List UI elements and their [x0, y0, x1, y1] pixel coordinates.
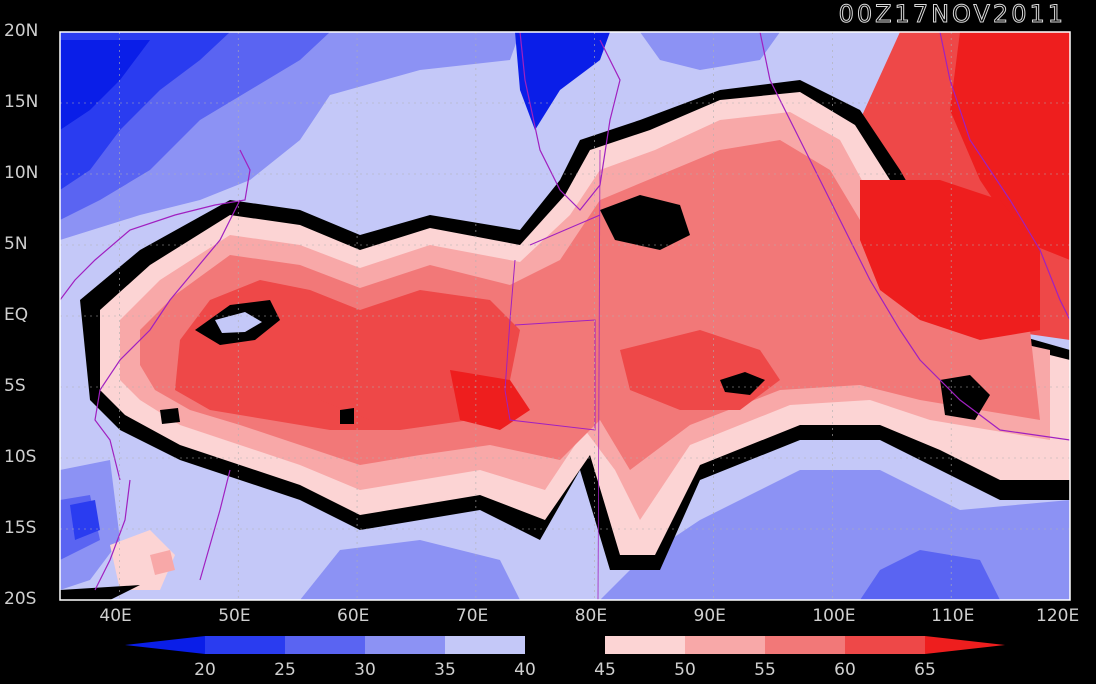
lat-label: 20N — [4, 21, 39, 41]
colorbar-swatch — [445, 636, 525, 654]
lat-label: 15S — [4, 518, 37, 538]
lon-label: 60E — [337, 606, 370, 626]
contour-fill-layer — [60, 32, 1070, 600]
lat-label: 10N — [4, 163, 39, 183]
colorbar-swatch — [285, 636, 365, 654]
lon-label: 80E — [574, 606, 608, 626]
timestamp-title: 00Z17NOV2011 — [838, 0, 1066, 29]
colorbar-swatch — [685, 636, 765, 654]
colorbar-tick-label: 45 — [594, 660, 616, 680]
lon-label: 40E — [99, 606, 132, 626]
colorbar-swatch — [365, 636, 445, 654]
lat-label: 20S — [4, 589, 37, 609]
lon-label: 70E — [455, 606, 489, 626]
colorbar-tick-label: 35 — [434, 660, 456, 680]
colorbar-high-arrow — [925, 636, 1005, 654]
lon-label: 90E — [693, 606, 726, 626]
colorbar-tick-label: 40 — [514, 660, 536, 680]
lat-label: 10S — [4, 447, 37, 467]
lat-label: 5S — [4, 376, 26, 396]
map-frame — [59, 31, 1071, 601]
lat-label: EQ — [4, 305, 29, 325]
colorbar-tick-label: 20 — [194, 660, 216, 680]
grid-lines — [60, 32, 1070, 600]
lat-label: 15N — [4, 92, 39, 112]
colorbar-swatch — [205, 636, 285, 654]
lon-label: 100E — [812, 606, 856, 626]
colorbar-swatch — [605, 636, 685, 654]
colorbar-tick-label: 65 — [914, 660, 936, 680]
colorbar-swatch — [525, 636, 605, 654]
lat-label: 5N — [4, 234, 28, 254]
colorbar-swatch — [765, 636, 845, 654]
colorbar-tick-label: 55 — [754, 660, 776, 680]
colorbar-low-arrow — [125, 636, 205, 654]
lon-label: 50E — [218, 606, 251, 626]
colorbar-swatch — [845, 636, 925, 654]
colorbar-tick-label: 60 — [834, 660, 856, 680]
lon-label: 110E — [931, 606, 975, 626]
lon-label: 120E — [1036, 606, 1080, 626]
colorbar: 20 25 30 35 40 45 50 55 60 65 — [125, 636, 1005, 680]
colorbar-tick-label: 30 — [354, 660, 376, 680]
colorbar-tick-label: 50 — [674, 660, 696, 680]
colorbar-tick-label: 25 — [274, 660, 296, 680]
